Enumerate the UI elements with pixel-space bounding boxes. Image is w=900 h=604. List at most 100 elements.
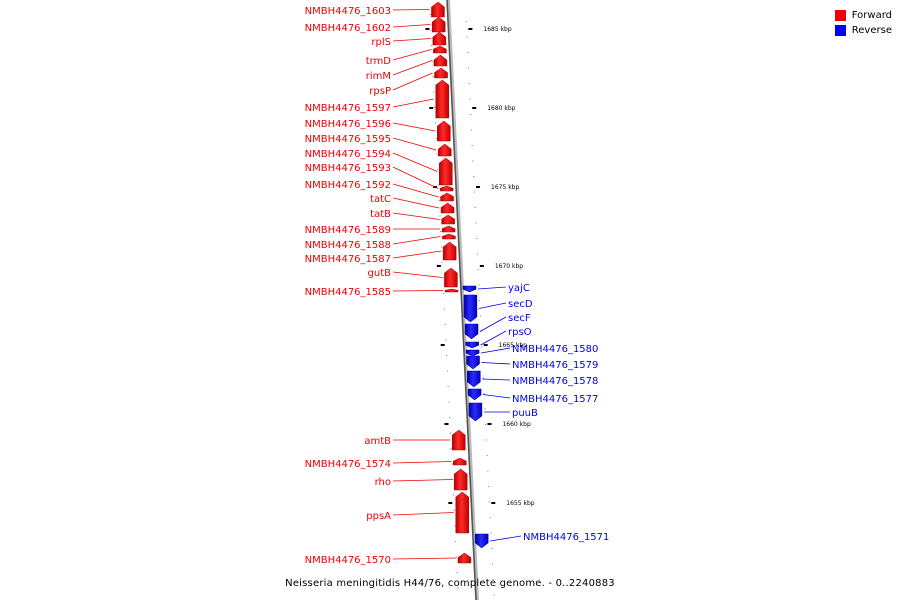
legend-forward-label: Forward — [851, 10, 892, 21]
gene-arrow-tatb[interactable] — [441, 214, 455, 225]
gene-label-secd[interactable]: secD — [508, 299, 533, 310]
gene-label-secf[interactable]: secF — [508, 313, 531, 324]
gene-arrow-nmbh4476-1594[interactable] — [439, 157, 453, 186]
track-dot — [452, 479, 454, 480]
gene-arrow-yajc[interactable] — [462, 285, 477, 293]
gene-label-ppsa[interactable]: ppsA — [366, 511, 391, 522]
track-dot — [491, 548, 493, 549]
gene-label-trmd[interactable]: trmD — [366, 56, 392, 67]
track-dot — [445, 339, 447, 341]
gene-label-nmbh4476-1571[interactable]: NMBH4476_1571 — [523, 532, 609, 543]
gene-arrow-nmbh4476-1593[interactable] — [439, 185, 454, 192]
gene-arrow-nmbh4476-1571[interactable] — [474, 533, 489, 549]
gene-arrow-trmd[interactable] — [433, 45, 447, 54]
gene-label-puub[interactable]: puuB — [512, 408, 538, 419]
gene-label-nmbh4476-1578[interactable]: NMBH4476_1578 — [512, 376, 598, 387]
gene-arrow-secf[interactable] — [464, 323, 479, 340]
gene-arrow-nmbh4476-1589[interactable] — [441, 225, 456, 233]
gene-label-nmbh4476-1570[interactable]: NMBH4476_1570 — [305, 555, 391, 566]
gene-label-nmbh4476-1603[interactable]: NMBH4476_1603 — [305, 6, 391, 17]
gene-label-amtb[interactable]: amtB — [364, 436, 391, 447]
track-dot — [448, 401, 450, 403]
track-dot — [434, 107, 436, 108]
gene-label-nmbh4476-1587[interactable]: NMBH4476_1587 — [305, 254, 391, 265]
gene-arrow-puub[interactable] — [468, 402, 483, 422]
gene-arrow-nmbh4476-1585[interactable] — [444, 288, 459, 293]
gene-label-nmbh4476-1602[interactable]: NMBH4476_1602 — [305, 23, 391, 34]
gene-label-rho[interactable]: rho — [375, 477, 391, 488]
gene-arrow-nmbh4476-1580[interactable] — [465, 349, 480, 357]
gene-label-nmbh4476-1592[interactable]: NMBH4476_1592 — [305, 180, 391, 191]
track-dot — [467, 67, 469, 69]
gene-arrow-rpls[interactable] — [432, 31, 447, 46]
gene-leader-line — [392, 72, 433, 91]
gene-label-nmbh4476-1588[interactable]: NMBH4476_1588 — [305, 240, 391, 251]
gene-leader-line — [392, 557, 456, 560]
gene-arrow-nmbh4476-1603[interactable] — [431, 1, 445, 18]
gene-label-rimm[interactable]: rimM — [366, 71, 391, 82]
gene-arrow-nmbh4476-1578[interactable] — [467, 370, 481, 388]
gene-label-rpsp[interactable]: rpsP — [369, 86, 391, 97]
gene-label-nmbh4476-1577[interactable]: NMBH4476_1577 — [512, 394, 598, 405]
tick-label: 1685 kbp — [483, 26, 511, 33]
gene-label-nmbh4476-1593[interactable]: NMBH4476_1593 — [305, 163, 391, 174]
track-dot — [446, 355, 448, 356]
gene-leader-line — [392, 166, 439, 189]
gene-arrow-nmbh4476-1570[interactable] — [457, 552, 472, 564]
track-dot — [490, 532, 492, 534]
gene-arrow-nmbh4476-1574[interactable] — [453, 457, 467, 466]
gene-arrow-amtb[interactable] — [452, 429, 466, 451]
gene-leader-line — [480, 347, 511, 354]
backbone-shadow — [447, 0, 479, 601]
tick-label: 1655 kbp — [506, 500, 534, 507]
gene-label-nmbh4476-1595[interactable]: NMBH4476_1595 — [305, 134, 391, 145]
gene-label-nmbh4476-1580[interactable]: NMBH4476_1580 — [512, 344, 598, 355]
gene-arrow-rpsp[interactable] — [434, 67, 448, 79]
gene-arrow-nmbh4476-1588[interactable] — [442, 233, 456, 240]
gene-leader-line — [392, 212, 440, 220]
gene-arrow-rimm[interactable] — [433, 54, 448, 67]
gene-leader-line — [392, 197, 440, 209]
gene-arrow-nmbh4476-1602[interactable] — [431, 16, 446, 33]
gene-leader-line — [392, 461, 452, 464]
legend: Forward Reverse — [834, 8, 892, 38]
track-dot — [475, 222, 477, 224]
gene-arrow-nmbh4476-1592[interactable] — [440, 192, 454, 202]
gene-arrow-nmbh4476-1597[interactable] — [435, 79, 450, 119]
gene-arrow-gutb[interactable] — [444, 267, 458, 288]
gene-arrow-nmbh4476-1587[interactable] — [442, 241, 457, 261]
gene-arrow-ppsa[interactable] — [455, 491, 470, 534]
track-dot — [432, 76, 434, 77]
track-dot — [443, 308, 445, 310]
gene-labels: NMBH4476_1603 NMBH4476_1602 rplS trmD rimM rp… — [305, 6, 610, 566]
gene-label-nmbh4476-1574[interactable]: NMBH4476_1574 — [305, 459, 391, 470]
tick-label: 1665 kbp — [499, 342, 527, 349]
gene-label-rpso[interactable]: rpsO — [508, 327, 532, 338]
track-dot — [473, 191, 475, 193]
gene-arrow-nmbh4476-1579[interactable] — [466, 355, 480, 370]
gene-arrow-nmbh4476-1577[interactable] — [467, 388, 482, 401]
gene-label-nmbh4476-1596[interactable]: NMBH4476_1596 — [305, 119, 391, 130]
gene-label-rpls[interactable]: rplS — [371, 37, 391, 48]
track-dot — [465, 21, 467, 22]
gene-arrow-nmbh4476-1596[interactable] — [437, 120, 451, 142]
gene-label-nmbh4476-1589[interactable]: NMBH4476_1589 — [305, 225, 391, 236]
gene-label-nmbh4476-1585[interactable]: NMBH4476_1585 — [305, 287, 391, 298]
gene-label-nmbh4476-1579[interactable]: NMBH4476_1579 — [512, 360, 598, 371]
gene-label-tatb[interactable]: tatB — [370, 209, 391, 220]
gene-label-gutb[interactable]: gutB — [368, 268, 392, 279]
gene-arrow-nmbh4476-1595[interactable] — [438, 143, 452, 157]
gene-label-yajc[interactable]: yajC — [508, 283, 530, 294]
gene-label-nmbh4476-1594[interactable]: NMBH4476_1594 — [305, 149, 391, 160]
gene-arrow-rho[interactable] — [453, 468, 468, 491]
gene-label-nmbh4476-1597[interactable]: NMBH4476_1597 — [305, 103, 391, 114]
gene-arrow-tatc[interactable] — [440, 202, 455, 214]
gene-arrow-secd[interactable] — [463, 294, 478, 323]
gene-leader-line — [392, 271, 443, 278]
track-dot — [474, 207, 476, 208]
gene-arrow-rpso[interactable] — [465, 341, 479, 349]
track-dot — [476, 253, 478, 255]
genome-backbone — [446, 0, 479, 601]
gene-label-tatc[interactable]: tatC — [370, 194, 391, 205]
track-dot — [431, 60, 433, 62]
